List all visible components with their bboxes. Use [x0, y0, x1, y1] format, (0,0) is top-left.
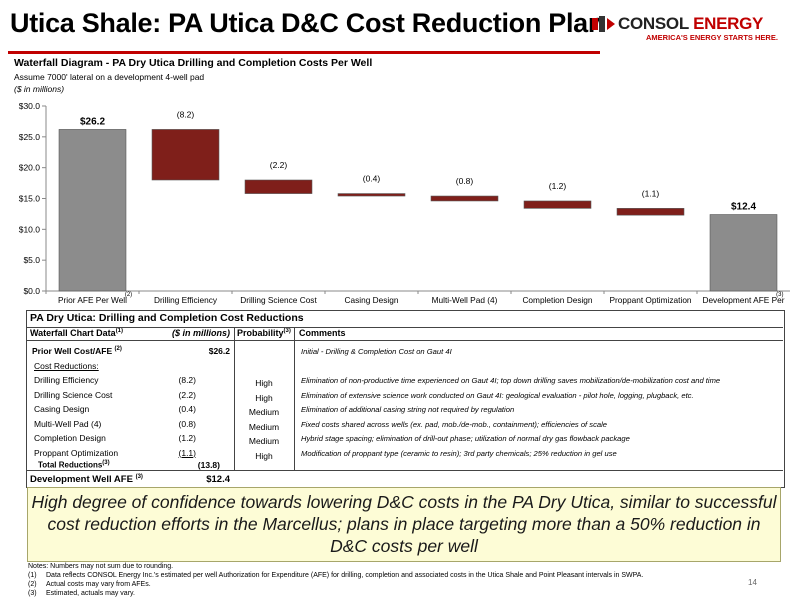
table-row-comment: Elimination of additional casing string …: [301, 405, 515, 414]
x-tick-label: Development AFE Per: [702, 295, 784, 305]
logo-name-part1: CONSOL: [618, 14, 689, 33]
table-row-value: (1.2): [178, 433, 196, 443]
data-label: (0.4): [363, 174, 381, 184]
table-row-value: (1.1): [178, 447, 196, 458]
y-tick-label: $25.0: [19, 132, 41, 142]
title-underline: [8, 51, 600, 54]
table-prior-comment: Initial - Drilling & Completion Cost on …: [301, 347, 452, 356]
table-development-value: $12.4: [206, 474, 230, 485]
company-logo: CONSOL ENERGY AMERICA'S ENERGY STARTS HE…: [588, 14, 788, 46]
table-row-comment: Elimination of extensive science work co…: [301, 390, 694, 400]
table-row-probability: Medium: [248, 421, 280, 432]
y-tick-label: $20.0: [19, 163, 41, 173]
page-title: Utica Shale: PA Utica D&C Cost Reduction…: [10, 8, 605, 38]
data-label: (8.2): [177, 109, 195, 119]
table-row-label: Proppant Optimization: [34, 447, 119, 458]
notes-heading: Notes: Numbers may not sum due to roundi…: [28, 563, 174, 570]
x-tick-label: Prior AFE Per Well: [58, 295, 127, 305]
waterfall-bar: [337, 193, 406, 197]
waterfall-bar: [58, 129, 127, 292]
chart-title: Waterfall Diagram - PA Dry Utica Drillin…: [14, 57, 373, 69]
x-tick-label: Drilling Efficiency: [154, 295, 218, 305]
table-development-label: Development Well AFE (3): [30, 474, 143, 486]
page-number: 14: [748, 578, 757, 587]
waterfall-bar: [151, 129, 220, 181]
waterfall-bar: [709, 214, 778, 292]
table-row-comment: Elimination of non-productive time exper…: [301, 376, 721, 385]
table-total-value: (13.8): [197, 460, 220, 470]
table-row-probability: Medium: [248, 407, 280, 417]
table-rule: [27, 340, 783, 341]
table-row-comment: Hybrid stage spacing; elimination of dri…: [301, 434, 630, 443]
table-row-label: Drilling Efficiency: [34, 375, 99, 385]
table-divider: [234, 327, 235, 470]
chart-units: ($ in millions): [14, 84, 65, 94]
note-3: (3) Estimated, actuals may vary.: [28, 590, 135, 597]
note-1: (1) Data reflects CONSOL Energy Inc.'s es…: [28, 572, 644, 579]
y-tick-label: $5.0: [23, 255, 40, 265]
table-row-value: (8.2): [178, 375, 196, 385]
y-tick-label: $30.0: [19, 101, 41, 111]
note-2: (2) Actual costs may vary from AFEs.: [28, 581, 151, 588]
waterfall-bar: [523, 200, 592, 209]
table-row-label: Completion Design: [34, 433, 106, 443]
table-row-comment: Modification of proppant type (ceramic t…: [301, 448, 617, 458]
table-row-value: (0.8): [178, 418, 196, 429]
table-header-value: ($ in millions): [172, 328, 231, 338]
table-row-probability: High: [255, 378, 273, 388]
table-row-value: (2.2): [178, 389, 196, 400]
data-label: (0.8): [456, 176, 474, 186]
table-row-value: (0.4): [178, 404, 196, 414]
table-row-probability: Medium: [248, 436, 280, 446]
logo-wordmark: CONSOL ENERGY: [618, 14, 763, 34]
table-header-probability: Probability(3): [237, 328, 291, 338]
data-label: $26.2: [80, 116, 105, 127]
x-tick-label: Proppant Optimization: [609, 295, 691, 305]
table-row-probability: High: [255, 450, 273, 461]
table-row-probability: High: [255, 392, 273, 403]
x-tick-label: Casing Design: [345, 295, 399, 305]
y-tick-label: $10.0: [19, 224, 41, 234]
logo-tagline: AMERICA'S ENERGY STARTS HERE.: [646, 33, 778, 42]
waterfall-chart: $0.0 $5.0 $10.0 $15.0 $20.0 $25.0 $30.0 $26.2 Pr…: [19, 101, 790, 305]
data-label: (1.1): [642, 188, 660, 198]
data-label: (2.2): [270, 160, 288, 170]
x-tick-label: Multi-Well Pad (4): [432, 295, 498, 305]
consol-flame-icon: [592, 16, 615, 32]
table-row-label: Casing Design: [34, 404, 90, 414]
y-tick-label: $15.0: [19, 194, 41, 204]
table-row-label: Multi-Well Pad (4): [34, 418, 102, 429]
data-label: $12.4: [731, 202, 756, 213]
table-prior-label: Prior Well Cost/AFE (2): [32, 346, 122, 356]
callout-text: High degree of confidence towards loweri…: [31, 492, 777, 556]
logo-name-part2: ENERGY: [693, 14, 764, 33]
waterfall-bar: [430, 195, 499, 202]
table-row-comment: Fixed costs shared across wells (ex. pad…: [301, 419, 607, 429]
x-label-footnote: (2): [125, 292, 132, 298]
table-total-label: Total Reductions(3): [38, 460, 110, 470]
waterfall-bar: [616, 208, 685, 216]
y-tick-label: $0.0: [23, 286, 40, 296]
x-label-footnote: (3): [776, 292, 783, 298]
x-tick-label: Completion Design: [522, 295, 592, 305]
table-section-label: Cost Reductions:: [34, 361, 99, 371]
data-label: (1.2): [549, 181, 567, 191]
x-tick-label: Drilling Science Cost: [240, 295, 317, 305]
table-row-label: Drilling Science Cost: [34, 389, 113, 400]
chart-subtitle: Assume 7000' lateral on a development 4-…: [14, 72, 205, 82]
table-rule: [27, 327, 783, 328]
callout-box: [27, 487, 781, 562]
table-rule: [27, 470, 783, 471]
table-divider: [294, 327, 295, 470]
table-title: PA Dry Utica: Drilling and Completion Co…: [30, 312, 304, 324]
table-header-item: Waterfall Chart Data(1): [30, 328, 124, 338]
table-prior-value: $26.2: [208, 346, 230, 356]
waterfall-bar: [244, 179, 313, 194]
table-header-comments: Comments: [299, 328, 346, 338]
